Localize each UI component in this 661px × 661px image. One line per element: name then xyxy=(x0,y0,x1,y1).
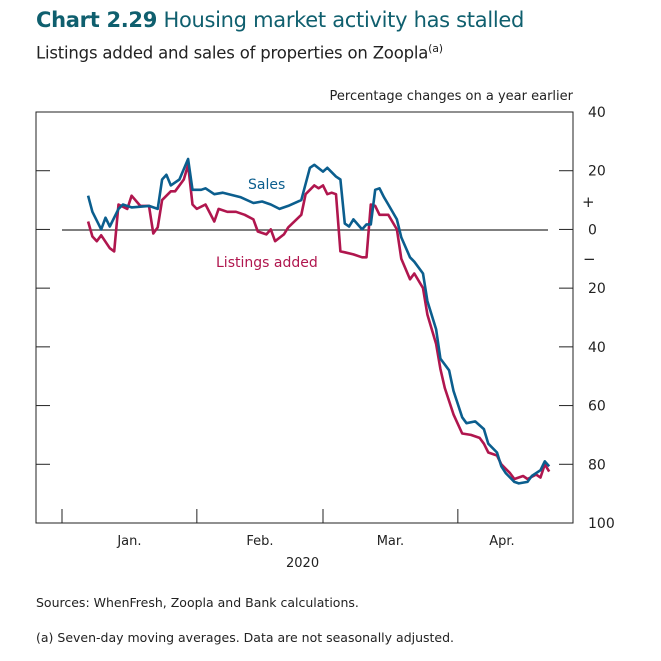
chart-number: Chart 2.29 xyxy=(36,8,158,32)
units-label: Percentage changes on a year earlier xyxy=(329,89,573,104)
sources-note: Sources: WhenFresh, Zoopla and Bank calc… xyxy=(36,595,359,610)
y-tick-label: 80 xyxy=(588,457,606,473)
x-axis: Jan. Feb. Mar. Apr. xyxy=(61,509,515,549)
chart-subtitle-text: Listings added and sales of properties o… xyxy=(36,43,429,63)
legend-label-listings: Listings added xyxy=(216,255,318,271)
series-line-sales xyxy=(86,157,551,485)
x-axis-label: 2020 xyxy=(286,556,319,571)
y-sign-plus: + xyxy=(582,193,595,211)
x-tick-label: Jan. xyxy=(116,534,141,549)
chart-subtitle: Listings added and sales of properties o… xyxy=(36,42,443,63)
x-tick-label: Mar. xyxy=(377,534,404,549)
chart-title-text: Housing market activity has stalled xyxy=(163,8,525,32)
x-tick-label: Apr. xyxy=(489,534,514,549)
x-tick-label: Feb. xyxy=(246,534,273,549)
footnote: (a) Seven-day moving averages. Data are … xyxy=(36,630,455,645)
y-tick-label: 20 xyxy=(588,281,606,297)
y-sign-minus: − xyxy=(583,250,596,268)
y-tick-label: 60 xyxy=(588,399,606,415)
y-tick-label: 0 xyxy=(588,222,597,238)
chart-title: Chart 2.29 Housing market activity has s… xyxy=(36,8,524,32)
y-axis: 40 20 0 20 40 60 80 100 xyxy=(36,105,615,532)
series-line-listings xyxy=(86,163,551,481)
legend-label-sales: Sales xyxy=(248,177,285,193)
plot-frame xyxy=(35,111,574,524)
y-tick-label: 40 xyxy=(588,105,606,121)
y-tick-label: 100 xyxy=(588,516,615,532)
series-lines xyxy=(86,157,551,485)
y-tick-label: 20 xyxy=(588,164,606,180)
y-tick-label: 40 xyxy=(588,340,606,356)
footnote-marker: (a) xyxy=(428,42,443,55)
